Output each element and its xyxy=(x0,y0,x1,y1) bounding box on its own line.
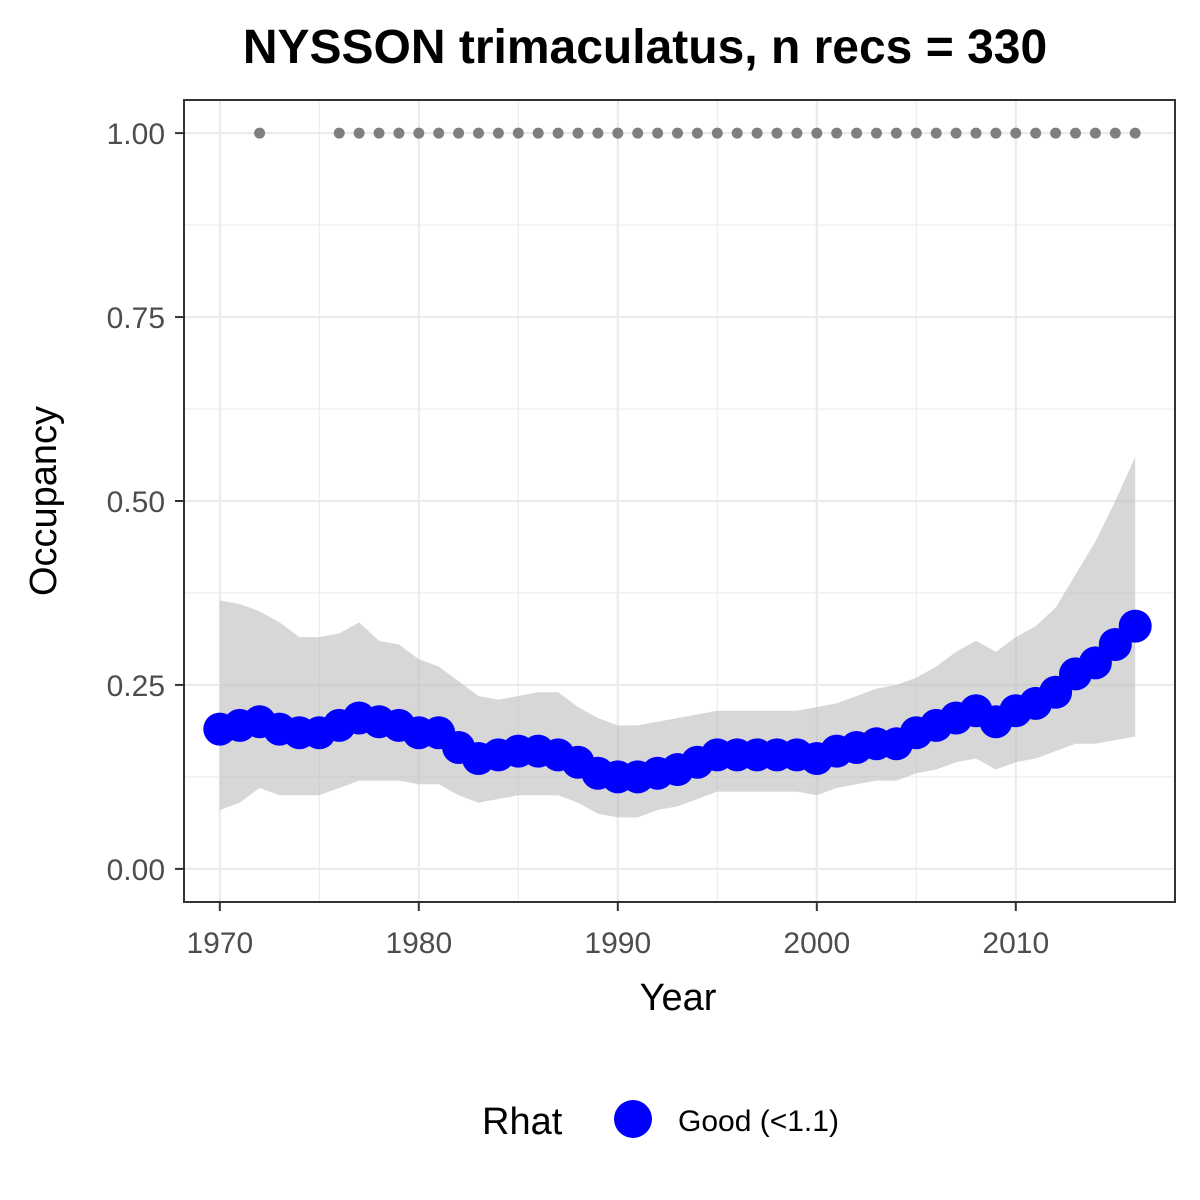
record-year-dot xyxy=(851,127,863,139)
record-year-dot xyxy=(413,127,425,139)
record-year-dot xyxy=(353,127,365,139)
record-year-dot xyxy=(910,127,922,139)
y-tick-label: 0.00 xyxy=(107,854,165,887)
x-axis-title: Year xyxy=(640,977,717,1019)
record-year-dot xyxy=(1129,127,1141,139)
record-year-dot xyxy=(950,127,962,139)
record-year-dot xyxy=(333,127,345,139)
record-year-dots xyxy=(254,127,1141,139)
x-tick-label: 2000 xyxy=(783,927,850,960)
chart-title: NYSSON trimaculatus, n recs = 330 xyxy=(243,21,1047,74)
record-year-dot xyxy=(592,127,604,139)
x-tick-label: 2010 xyxy=(982,927,1049,960)
record-year-dot xyxy=(771,127,783,139)
record-year-dot xyxy=(552,127,564,139)
legend: Rhat Good (<1.1) xyxy=(482,1100,839,1143)
axis-ticks xyxy=(175,132,1017,911)
record-year-dot xyxy=(831,127,843,139)
record-year-dot xyxy=(254,127,266,139)
x-tick-labels: 1970 1980 1990 2000 2010 xyxy=(186,927,1049,960)
record-year-dot xyxy=(890,127,902,139)
record-year-dot xyxy=(811,127,823,139)
record-year-dot xyxy=(871,127,883,139)
record-year-dot xyxy=(512,127,524,139)
record-year-dot xyxy=(373,127,385,139)
x-tick-label: 1990 xyxy=(584,927,651,960)
record-year-dot xyxy=(751,127,763,139)
y-tick-label: 0.50 xyxy=(107,486,165,519)
record-year-dot xyxy=(970,127,982,139)
legend-key-good xyxy=(614,1100,652,1138)
record-year-dot xyxy=(672,127,684,139)
record-year-dot xyxy=(791,127,803,139)
y-tick-label: 1.00 xyxy=(107,118,165,151)
y-axis-title: Occupancy xyxy=(23,406,65,596)
record-year-dot xyxy=(1089,127,1101,139)
record-year-dot xyxy=(473,127,485,139)
record-year-dot xyxy=(492,127,504,139)
record-year-dot xyxy=(393,127,405,139)
record-year-dot xyxy=(1030,127,1042,139)
y-tick-label: 0.25 xyxy=(107,670,165,703)
record-year-dot xyxy=(453,127,465,139)
y-tick-label: 0.75 xyxy=(107,302,165,335)
record-year-dot xyxy=(433,127,445,139)
y-tick-labels: 0.00 0.25 0.50 0.75 1.00 xyxy=(107,118,165,887)
record-year-dot xyxy=(532,127,544,139)
x-tick-label: 1980 xyxy=(385,927,452,960)
record-year-dot xyxy=(612,127,624,139)
legend-label-good: Good (<1.1) xyxy=(678,1105,839,1138)
occupancy-point xyxy=(1118,609,1152,643)
x-tick-label: 1970 xyxy=(186,927,253,960)
record-year-dot xyxy=(1010,127,1022,139)
occupancy-points xyxy=(203,609,1152,794)
record-year-dot xyxy=(990,127,1002,139)
record-year-dot xyxy=(731,127,743,139)
record-year-dot xyxy=(652,127,664,139)
record-year-dot xyxy=(930,127,942,139)
record-year-dot xyxy=(632,127,644,139)
record-year-dot xyxy=(1050,127,1062,139)
record-year-dot xyxy=(1109,127,1121,139)
record-year-dot xyxy=(1070,127,1082,139)
record-year-dot xyxy=(572,127,584,139)
legend-title: Rhat xyxy=(482,1101,563,1143)
record-year-dot xyxy=(691,127,703,139)
record-year-dot xyxy=(711,127,723,139)
